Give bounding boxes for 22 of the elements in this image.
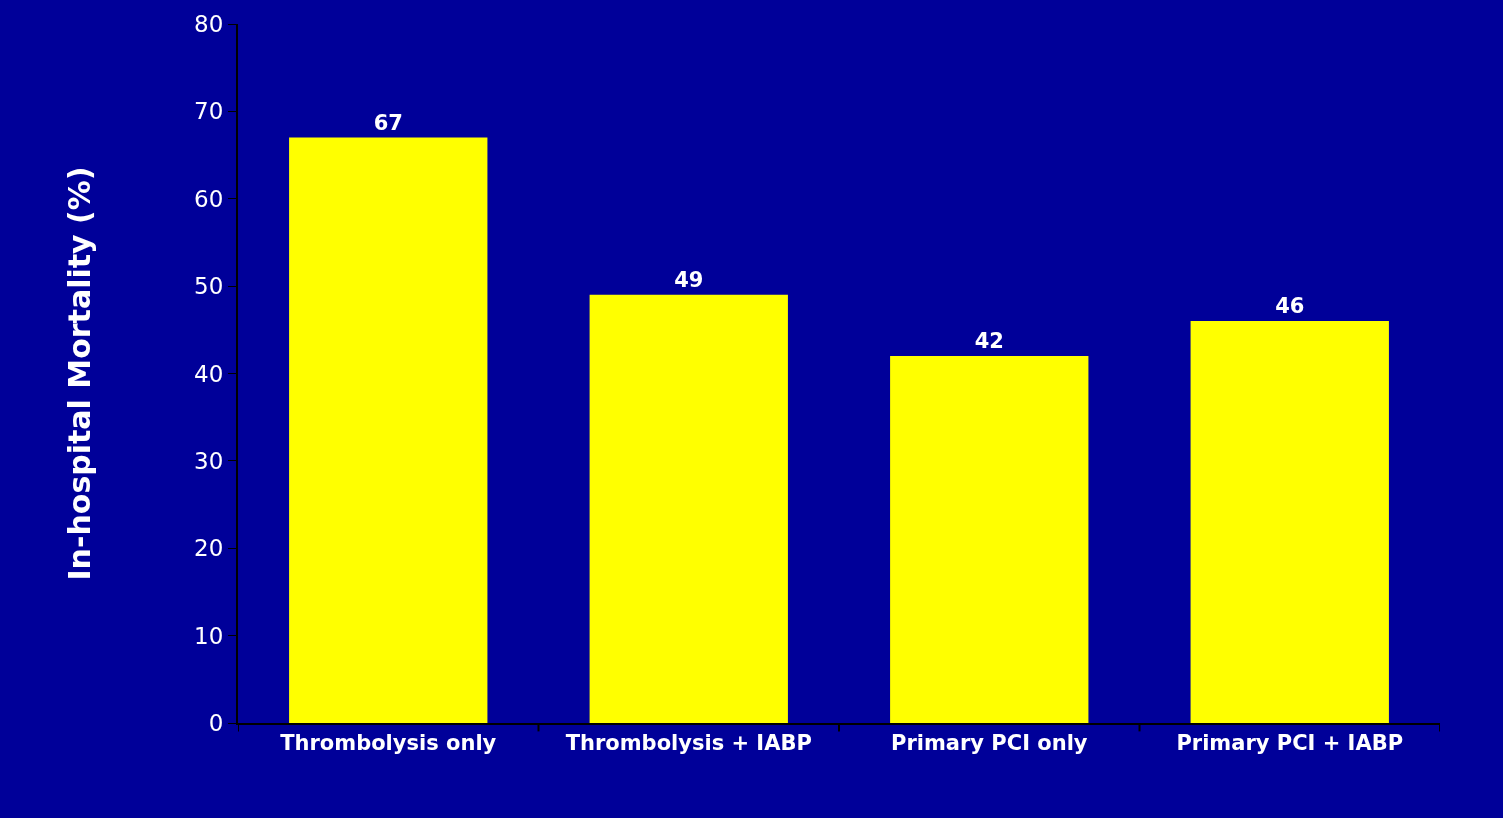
x-tick-label: Thrombolysis only bbox=[280, 731, 497, 756]
bar bbox=[589, 294, 788, 723]
bar bbox=[890, 356, 1089, 723]
data-label: 67 bbox=[373, 110, 403, 135]
y-tick-label: 20 bbox=[194, 535, 224, 562]
x-tick-label: Thrombolysis + IABP bbox=[565, 731, 812, 756]
bar bbox=[1190, 321, 1389, 723]
y-tick-label: 10 bbox=[194, 622, 224, 649]
data-label: 46 bbox=[1275, 294, 1305, 319]
y-tick-label: 50 bbox=[194, 273, 224, 300]
bar bbox=[289, 137, 488, 723]
y-axis-title: In-hospital Mortality (%) bbox=[61, 166, 97, 581]
x-tick-label: Primary PCI + IABP bbox=[1176, 731, 1404, 756]
y-tick-label: 80 bbox=[194, 11, 224, 38]
y-tick-label: 30 bbox=[194, 447, 224, 474]
data-label: 42 bbox=[974, 329, 1004, 354]
y-tick-label: 60 bbox=[194, 185, 224, 212]
x-tick-label: Primary PCI only bbox=[890, 731, 1088, 756]
y-tick-label: 40 bbox=[194, 360, 224, 387]
y-tick-label: 70 bbox=[194, 98, 224, 125]
y-tick-label: 0 bbox=[208, 710, 224, 737]
data-label: 49 bbox=[674, 267, 704, 292]
